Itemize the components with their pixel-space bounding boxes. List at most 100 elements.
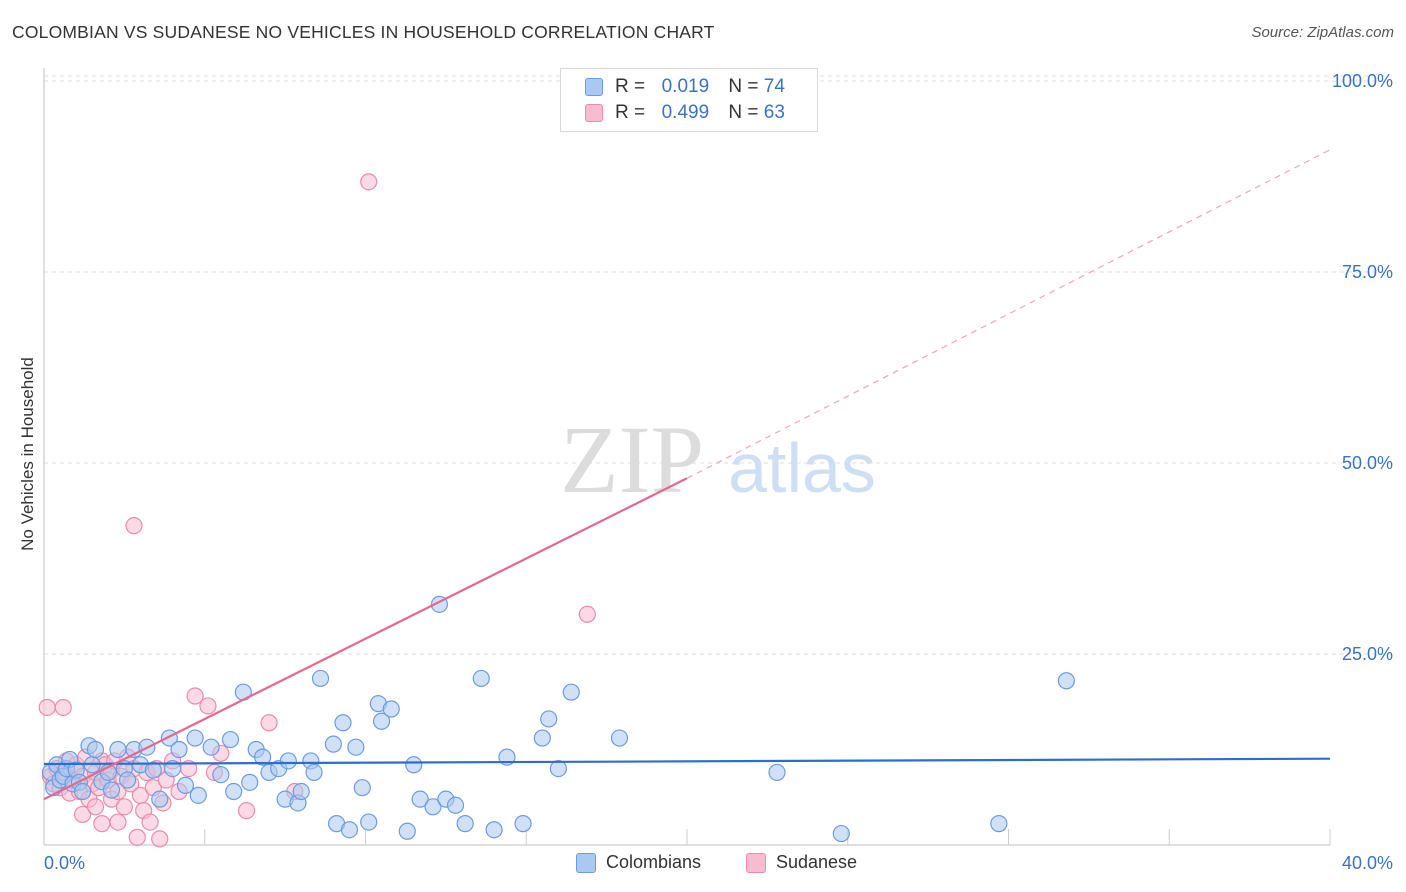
data-point-colombians	[186, 729, 204, 747]
correlation-legend: R = 0.019 N = 74 R = 0.499 N = 63	[560, 68, 818, 132]
data-point-colombians	[398, 822, 416, 840]
data-point-sudanese	[93, 815, 111, 833]
data-point-colombians	[832, 824, 850, 843]
data-point-colombians	[382, 700, 400, 718]
y-tick-label: 75.0%	[1342, 262, 1393, 282]
series-legend: Colombians Sudanese	[0, 852, 1406, 876]
trend-line-sudanese	[43, 477, 688, 801]
data-point-colombians	[347, 738, 365, 756]
watermark: ZIP atlas	[560, 406, 876, 513]
data-point-colombians	[311, 669, 330, 688]
data-point-sudanese	[125, 517, 143, 535]
data-point-sudanese	[54, 698, 72, 717]
data-point-colombians	[446, 796, 465, 814]
data-point-colombians	[485, 821, 503, 839]
data-point-colombians	[533, 729, 551, 747]
axes	[43, 68, 1331, 846]
data-point-colombians	[241, 773, 259, 791]
data-point-colombians	[73, 782, 92, 801]
data-point-sudanese	[578, 605, 596, 623]
data-point-sudanese	[73, 805, 92, 824]
data-point-colombians	[353, 779, 371, 797]
data-point-colombians	[102, 781, 121, 799]
data-point-colombians	[170, 740, 188, 759]
data-point-sudanese	[151, 830, 169, 848]
data-point-sudanese	[260, 714, 278, 732]
data-point-colombians	[990, 815, 1008, 833]
data-point-colombians	[360, 813, 378, 831]
data-point-colombians	[279, 752, 297, 770]
data-point-colombians	[610, 729, 629, 747]
legend-n-value: 63	[763, 102, 785, 123]
data-point-colombians	[540, 710, 558, 728]
data-point-colombians	[109, 740, 127, 759]
data-point-colombians	[176, 776, 195, 795]
data-point-colombians	[212, 766, 230, 784]
y-tick-label: 50.0%	[1342, 453, 1393, 473]
legend-row-colombians: R = 0.019 N = 74	[585, 75, 785, 99]
watermark-atlas: atlas	[728, 429, 876, 507]
data-point-sudanese	[109, 813, 127, 831]
data-point-colombians	[372, 712, 391, 730]
legend-item-colombians[interactable]: Colombians	[576, 852, 701, 873]
data-point-colombians	[562, 683, 580, 701]
data-point-colombians	[456, 815, 474, 833]
data-point-colombians	[514, 815, 532, 833]
legend-item-sudanese[interactable]: Sudanese	[746, 852, 857, 873]
data-point-sudanese	[186, 687, 204, 705]
data-point-colombians	[151, 790, 169, 808]
x-tick-label: 0.0%	[44, 853, 85, 873]
legend-r-value: 0.499	[661, 102, 710, 123]
legend-n-label: N =	[728, 102, 759, 123]
data-point-sudanese	[199, 697, 217, 715]
data-point-sudanese	[38, 698, 56, 717]
data-point-colombians	[118, 771, 137, 789]
data-point-colombians	[340, 821, 359, 839]
data-point-colombians	[202, 738, 220, 756]
legend-n-value: 74	[763, 76, 785, 97]
data-point-sudanese	[115, 798, 133, 816]
legend-label-colombians: Colombians	[606, 852, 702, 872]
data-point-colombians	[768, 763, 786, 782]
data-point-colombians	[292, 782, 310, 801]
data-point-colombians	[1057, 672, 1075, 690]
legend-swatch-sudanese	[585, 104, 603, 122]
data-point-colombians	[144, 761, 162, 779]
data-point-colombians	[164, 759, 182, 778]
trend-line-colombians	[43, 757, 1331, 766]
data-point-colombians	[254, 748, 272, 766]
data-point-sudanese	[86, 798, 105, 816]
legend-swatch-sudanese	[746, 852, 766, 873]
watermark-zip: ZIP	[560, 406, 704, 513]
data-point-colombians	[189, 786, 207, 804]
series-colombians-points	[41, 595, 1075, 843]
legend-r-label: R =	[615, 76, 646, 97]
legend-r-value: 0.019	[661, 76, 710, 97]
data-point-sudanese	[360, 173, 378, 191]
y-tick-label: 100.0%	[1332, 71, 1393, 91]
y-axis-label: No Vehicles in Household	[18, 357, 37, 551]
legend-r-label: R =	[615, 102, 646, 123]
data-point-colombians	[405, 756, 423, 774]
legend-label-sudanese: Sudanese	[776, 852, 858, 872]
gridlines	[44, 75, 1394, 655]
tick-labels: 25.0% 50.0% 75.0% 100.0% 0.0% 40.0%	[44, 71, 1393, 873]
legend-row-sudanese: R = 0.499 N = 63	[585, 101, 785, 125]
source-label: Source: ZipAtlas.com	[1251, 24, 1394, 41]
data-point-colombians	[472, 669, 490, 688]
y-tick-label: 25.0%	[1342, 644, 1393, 664]
data-point-sudanese	[128, 828, 146, 846]
data-point-sudanese	[141, 813, 159, 831]
data-point-colombians	[411, 790, 429, 808]
data-point-sudanese	[237, 802, 256, 820]
legend-swatch-colombians	[576, 852, 596, 873]
trend-line-sudanese-extended	[686, 149, 1331, 479]
data-point-colombians	[424, 798, 442, 816]
data-point-colombians	[305, 763, 323, 782]
data-point-colombians	[221, 730, 240, 749]
trend-lines	[43, 149, 1331, 801]
legend-n-label: N =	[728, 76, 759, 97]
data-point-colombians	[225, 782, 243, 801]
data-point-colombians	[86, 740, 105, 759]
